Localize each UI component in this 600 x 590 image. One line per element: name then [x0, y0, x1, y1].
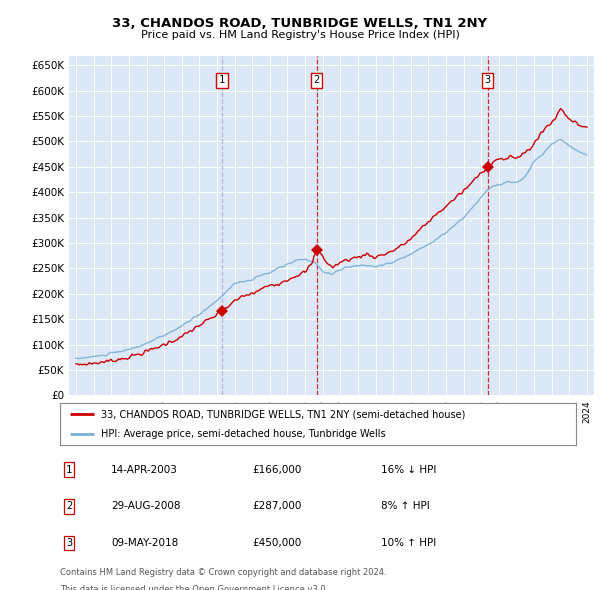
- Text: 33, CHANDOS ROAD, TUNBRIDGE WELLS, TN1 2NY: 33, CHANDOS ROAD, TUNBRIDGE WELLS, TN1 2…: [112, 17, 488, 30]
- Text: 14-APR-2003: 14-APR-2003: [111, 465, 178, 474]
- Text: 3: 3: [484, 76, 491, 86]
- Text: £450,000: £450,000: [252, 538, 301, 548]
- Text: 29-AUG-2008: 29-AUG-2008: [111, 502, 181, 511]
- Text: 33, CHANDOS ROAD, TUNBRIDGE WELLS, TN1 2NY (semi-detached house): 33, CHANDOS ROAD, TUNBRIDGE WELLS, TN1 2…: [101, 409, 466, 419]
- Text: 8% ↑ HPI: 8% ↑ HPI: [381, 502, 430, 511]
- Text: 2: 2: [66, 502, 72, 511]
- Text: 1: 1: [219, 76, 225, 86]
- Text: Price paid vs. HM Land Registry's House Price Index (HPI): Price paid vs. HM Land Registry's House …: [140, 30, 460, 40]
- Text: 16% ↓ HPI: 16% ↓ HPI: [381, 465, 436, 474]
- Text: 1: 1: [66, 465, 72, 474]
- Text: 09-MAY-2018: 09-MAY-2018: [111, 538, 178, 548]
- Text: Contains HM Land Registry data © Crown copyright and database right 2024.: Contains HM Land Registry data © Crown c…: [60, 568, 386, 578]
- Text: £287,000: £287,000: [252, 502, 301, 511]
- Text: HPI: Average price, semi-detached house, Tunbridge Wells: HPI: Average price, semi-detached house,…: [101, 429, 386, 439]
- Text: 10% ↑ HPI: 10% ↑ HPI: [381, 538, 436, 548]
- Text: This data is licensed under the Open Government Licence v3.0.: This data is licensed under the Open Gov…: [60, 585, 328, 590]
- Text: £166,000: £166,000: [252, 465, 301, 474]
- Text: 3: 3: [66, 538, 72, 548]
- Text: 2: 2: [314, 76, 320, 86]
